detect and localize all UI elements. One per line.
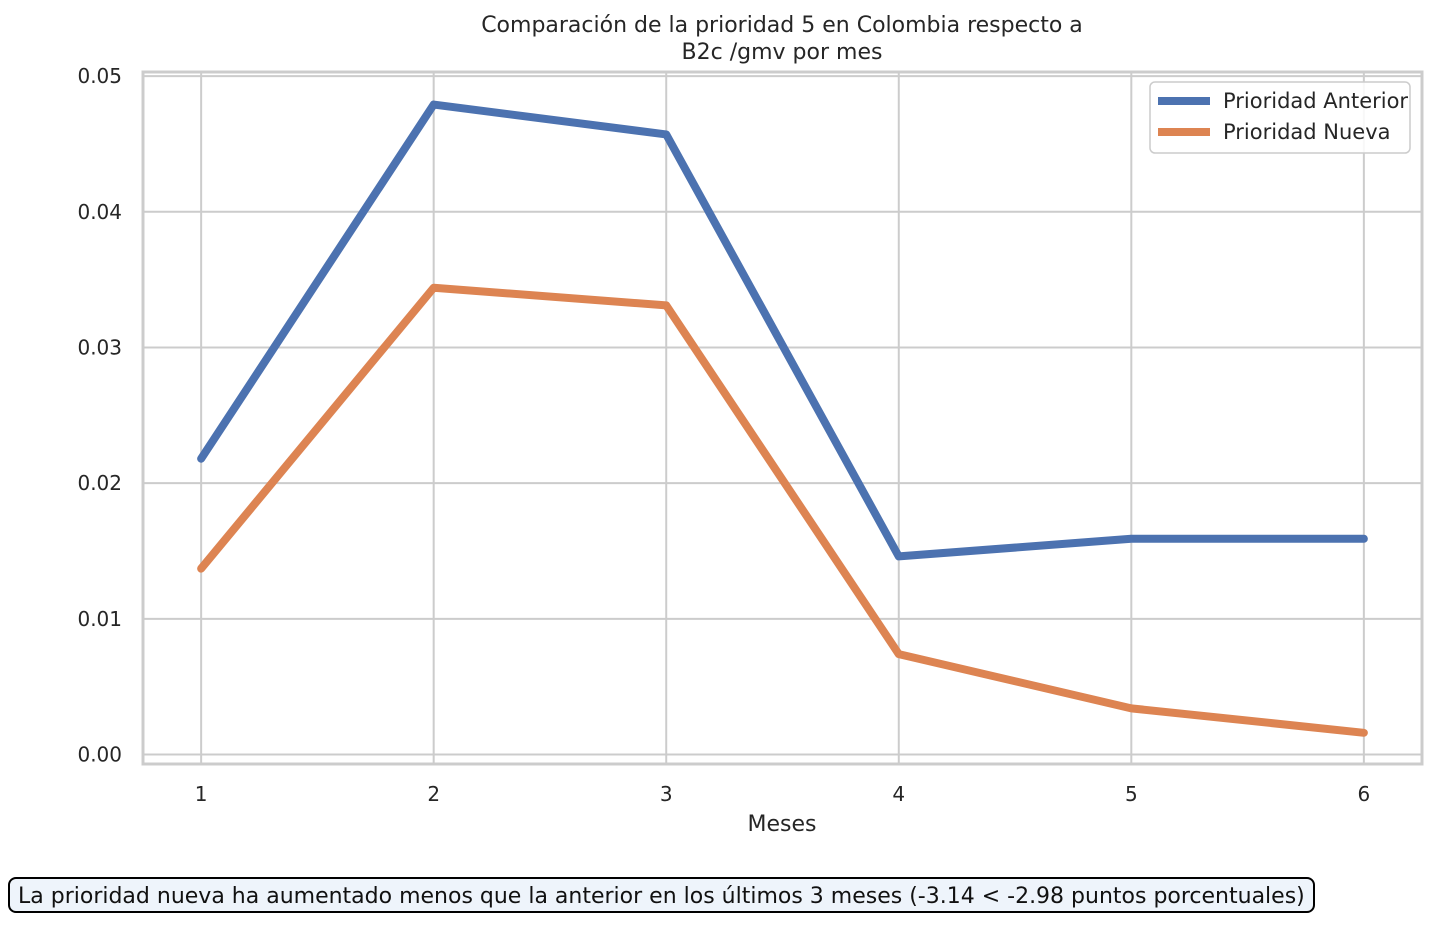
y-tick-label: 0.04 bbox=[77, 200, 122, 224]
x-axis-label: Meses bbox=[748, 812, 817, 837]
x-tick-label: 2 bbox=[427, 782, 440, 806]
x-tick-label: 5 bbox=[1125, 782, 1138, 806]
y-tick-label: 0.01 bbox=[77, 607, 122, 631]
x-tick-label: 4 bbox=[892, 782, 905, 806]
plot-frame bbox=[141, 70, 1424, 766]
y-tick-label: 0.00 bbox=[77, 743, 122, 767]
x-tick-label: 3 bbox=[660, 782, 673, 806]
chart-title-line2: B2c /gmv por mes bbox=[682, 40, 883, 65]
legend-box bbox=[1149, 81, 1411, 154]
series-line bbox=[197, 100, 1368, 561]
series-line bbox=[197, 283, 1368, 737]
series-lines bbox=[197, 100, 1368, 737]
y-tick-label: 0.02 bbox=[77, 471, 122, 495]
y-tick-labels: 0.00 0.01 0.02 0.03 0.04 0.05 bbox=[77, 64, 122, 766]
x-tick-label: 1 bbox=[195, 782, 208, 806]
plot-border bbox=[141, 70, 1424, 766]
y-tick-label: 0.05 bbox=[77, 64, 122, 88]
legend: Prioridad Anterior Prioridad Nueva bbox=[1149, 81, 1411, 154]
x-tick-labels: 1 2 3 4 5 6 bbox=[195, 782, 1370, 806]
legend-label: Prioridad Anterior bbox=[1223, 89, 1408, 113]
x-tick-label: 6 bbox=[1357, 782, 1370, 806]
chart-title-line1: Comparación de la prioridad 5 en Colombi… bbox=[481, 13, 1083, 38]
y-tick-label: 0.03 bbox=[77, 335, 122, 359]
legend-label: Prioridad Nueva bbox=[1223, 120, 1391, 144]
annotation-box: La prioridad nueva ha aumentado menos qu… bbox=[8, 877, 1315, 913]
grid-lines bbox=[143, 72, 1422, 764]
